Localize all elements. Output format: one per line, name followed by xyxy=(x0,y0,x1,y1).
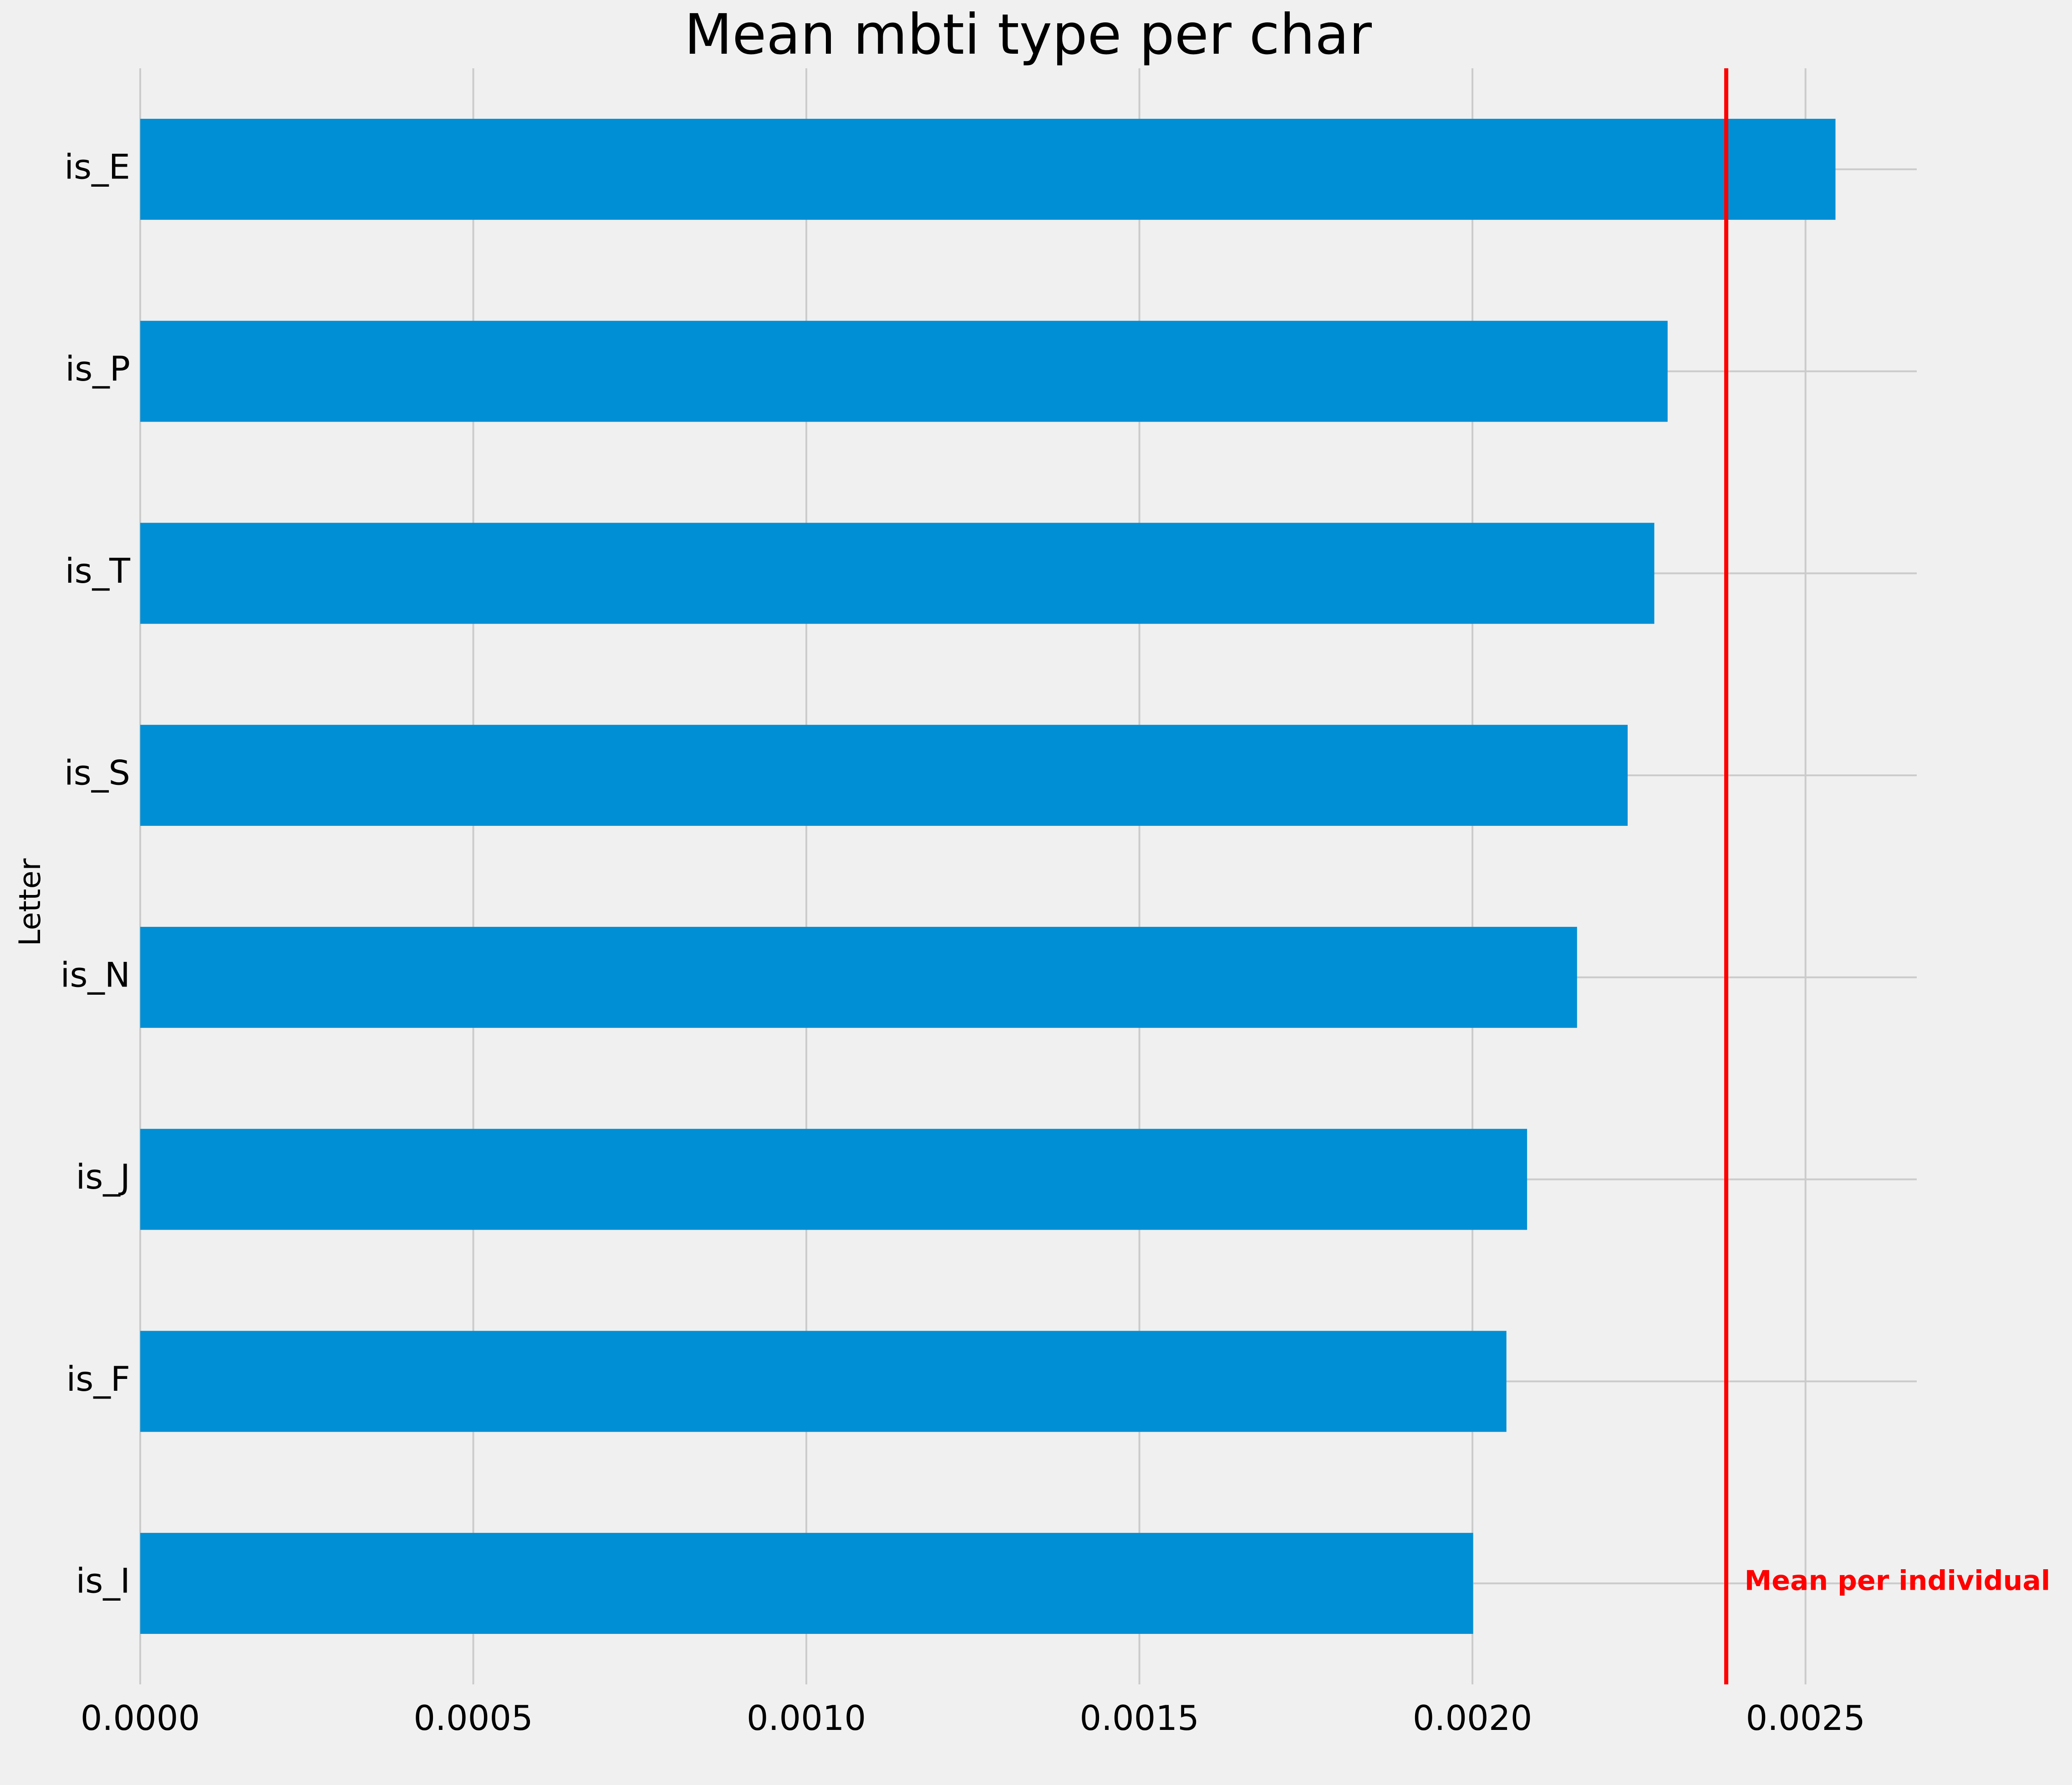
y-tick-label: is_N xyxy=(60,955,130,995)
y-tick-label: is_T xyxy=(65,551,131,591)
y-tick-label: is_F xyxy=(66,1359,130,1399)
bar-is_F xyxy=(140,1331,1507,1432)
chart-title: Mean mbti type per char xyxy=(684,2,1372,67)
x-tick-label: 0.0025 xyxy=(1746,1698,1865,1738)
bar-is_S xyxy=(140,725,1628,826)
y-tick-label: is_I xyxy=(76,1561,130,1601)
bar-is_T xyxy=(140,523,1655,624)
bar-is_J xyxy=(140,1129,1527,1230)
x-tick-label: 0.0000 xyxy=(81,1698,200,1738)
x-tick-label: 0.0005 xyxy=(413,1698,533,1738)
bar-is_N xyxy=(140,926,1577,1028)
mean-reference-label: Mean per individual xyxy=(1745,1565,2051,1597)
y-tick-label: is_S xyxy=(64,753,130,793)
y-tick-label: is_J xyxy=(76,1157,130,1197)
bar-is_I xyxy=(140,1533,1473,1634)
x-tick-labels: 0.0000 0.0005 0.0010 0.0015 0.0020 0.0025 xyxy=(81,1698,1865,1738)
x-tick-label: 0.0010 xyxy=(747,1698,866,1738)
y-tick-label: is_E xyxy=(64,147,130,187)
bar-is_E xyxy=(140,118,1836,220)
bar-is_P xyxy=(140,320,1668,422)
x-tick-label: 0.0015 xyxy=(1079,1698,1199,1738)
y-tick-labels: is_E is_P is_T is_S is_N is_J is_F is_I xyxy=(60,147,131,1601)
bars xyxy=(140,118,1836,1634)
x-tick-label: 0.0020 xyxy=(1413,1698,1532,1738)
y-axis-label: Letter xyxy=(13,858,47,946)
reference-line-group: Mean per individual xyxy=(1724,68,2051,1684)
y-tick-label: is_P xyxy=(65,349,130,389)
